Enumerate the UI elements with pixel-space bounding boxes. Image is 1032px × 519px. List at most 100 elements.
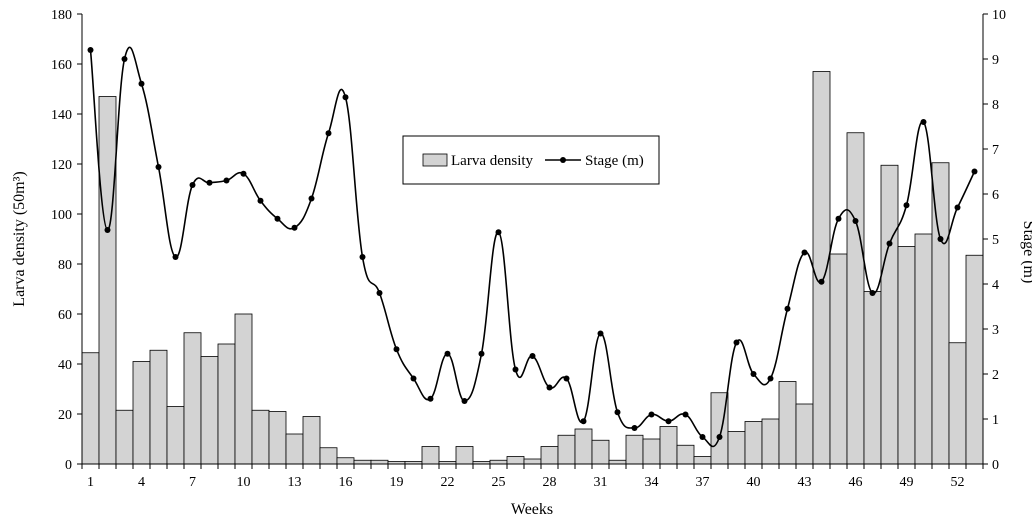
x-axis-title: Weeks xyxy=(511,501,553,518)
larva-density-bar xyxy=(778,381,797,465)
stage-point xyxy=(971,168,978,175)
x-tick-label: 22 xyxy=(441,475,455,490)
stage-point xyxy=(274,215,281,222)
stage-point xyxy=(750,371,757,377)
stage-point xyxy=(937,236,944,242)
larva-density-bar xyxy=(353,459,372,465)
larva-density-bar xyxy=(948,342,967,465)
stage-point xyxy=(682,411,689,418)
left-y-tick-label: 180 xyxy=(51,8,72,23)
x-tick-label: 28 xyxy=(543,475,557,490)
stage-point xyxy=(580,418,587,425)
x-tick-label: 37 xyxy=(696,475,710,490)
stage-point xyxy=(376,290,383,296)
larva-density-bar xyxy=(761,418,780,465)
stage-point xyxy=(189,182,196,188)
x-tick-label: 25 xyxy=(492,475,506,490)
x-tick-label: 31 xyxy=(594,475,608,490)
stage-point xyxy=(835,215,842,222)
stage-series xyxy=(87,46,978,448)
left-y-tick-label: 80 xyxy=(58,258,72,273)
stage-point xyxy=(410,375,417,382)
stage-point xyxy=(121,56,128,62)
stage-point xyxy=(359,254,366,260)
stage-point xyxy=(886,240,893,247)
left-y-axis: 0 20 40 60 80 100 120 140 160 180 xyxy=(51,8,82,473)
stage-point xyxy=(87,47,94,53)
right-y-tick-label: 10 xyxy=(992,8,1006,23)
right-y-tick-label: 8 xyxy=(992,98,999,113)
x-tick-label: 46 xyxy=(849,475,863,490)
legend-label-larva-density: Larva density xyxy=(451,153,534,169)
larva-density-bar xyxy=(166,406,185,465)
larva-density-bar xyxy=(421,446,440,465)
larva-density-bar xyxy=(489,459,508,465)
larva-density-bar xyxy=(608,459,627,465)
stage-point xyxy=(801,249,808,256)
larva-density-bar xyxy=(795,403,814,465)
stage-point xyxy=(206,179,213,186)
left-y-tick-label: 100 xyxy=(51,208,72,223)
x-tick-label: 1 xyxy=(87,475,94,490)
larva-density-bar xyxy=(897,246,916,465)
right-y-tick-label: 6 xyxy=(992,188,999,203)
legend-label-stage: Stage (m) xyxy=(585,153,644,169)
stage-point xyxy=(631,425,638,431)
stage-point xyxy=(308,195,315,202)
stage-point xyxy=(920,119,927,125)
larva-density-bar xyxy=(557,434,576,465)
right-y-axis: 0 1 2 3 4 5 6 7 8 9 10 xyxy=(983,8,1006,473)
right-y-tick-label: 1 xyxy=(992,413,999,428)
larva-density-bar xyxy=(642,438,661,465)
larva-density-bar xyxy=(693,456,712,465)
stage-point xyxy=(291,224,298,231)
left-y-tick-label: 40 xyxy=(58,358,72,373)
left-y-tick-label: 0 xyxy=(65,458,72,473)
stage-point xyxy=(546,384,553,391)
stage-point xyxy=(665,418,672,425)
larva-density-bar xyxy=(591,439,610,465)
x-tick-label: 16 xyxy=(339,475,353,490)
larva-density-bar xyxy=(336,457,355,465)
x-tick-label: 40 xyxy=(747,475,761,490)
larva-density-bar xyxy=(574,428,593,465)
stage-point xyxy=(427,395,434,402)
legend-swatch-stage-marker xyxy=(560,157,566,163)
left-y-tick-label: 160 xyxy=(51,58,72,73)
stage-point xyxy=(784,305,791,312)
stage-point xyxy=(903,202,910,209)
stage-point xyxy=(257,197,264,204)
larva-density-bar xyxy=(863,291,882,465)
stage-point xyxy=(172,254,179,260)
stage-point xyxy=(699,434,706,440)
stage-point xyxy=(852,218,859,224)
larva-density-bar xyxy=(302,416,321,465)
larva-density-bar xyxy=(846,132,865,465)
legend-swatch-larva-density xyxy=(422,153,448,167)
right-y-tick-label: 7 xyxy=(992,143,999,158)
larva-density-bar xyxy=(523,458,542,465)
stage-point xyxy=(529,353,536,359)
larva-density-bar xyxy=(115,409,134,465)
x-tick-label: 13 xyxy=(288,475,302,490)
larva-density-bar xyxy=(676,444,695,465)
right-y-tick-label: 0 xyxy=(992,458,999,473)
larva-density-bar xyxy=(98,96,117,465)
larva-density-bar xyxy=(914,233,933,465)
x-tick-label: 10 xyxy=(237,475,251,490)
larva-density-bar xyxy=(540,446,559,465)
left-y-tick-label: 120 xyxy=(51,158,72,173)
x-tick-label: 52 xyxy=(951,475,965,490)
stage-point xyxy=(733,339,740,346)
larva-density-bar xyxy=(200,356,219,465)
stage-point xyxy=(478,350,485,357)
stage-point xyxy=(104,227,111,233)
right-y-tick-label: 9 xyxy=(992,53,999,68)
larva-density-bar xyxy=(659,426,678,465)
larva-density-bar xyxy=(251,409,270,465)
stage-point xyxy=(954,204,961,211)
stage-point xyxy=(648,411,655,418)
stage-point xyxy=(325,130,332,137)
larva-density-bars xyxy=(81,71,984,465)
right-y-tick-label: 2 xyxy=(992,368,999,383)
